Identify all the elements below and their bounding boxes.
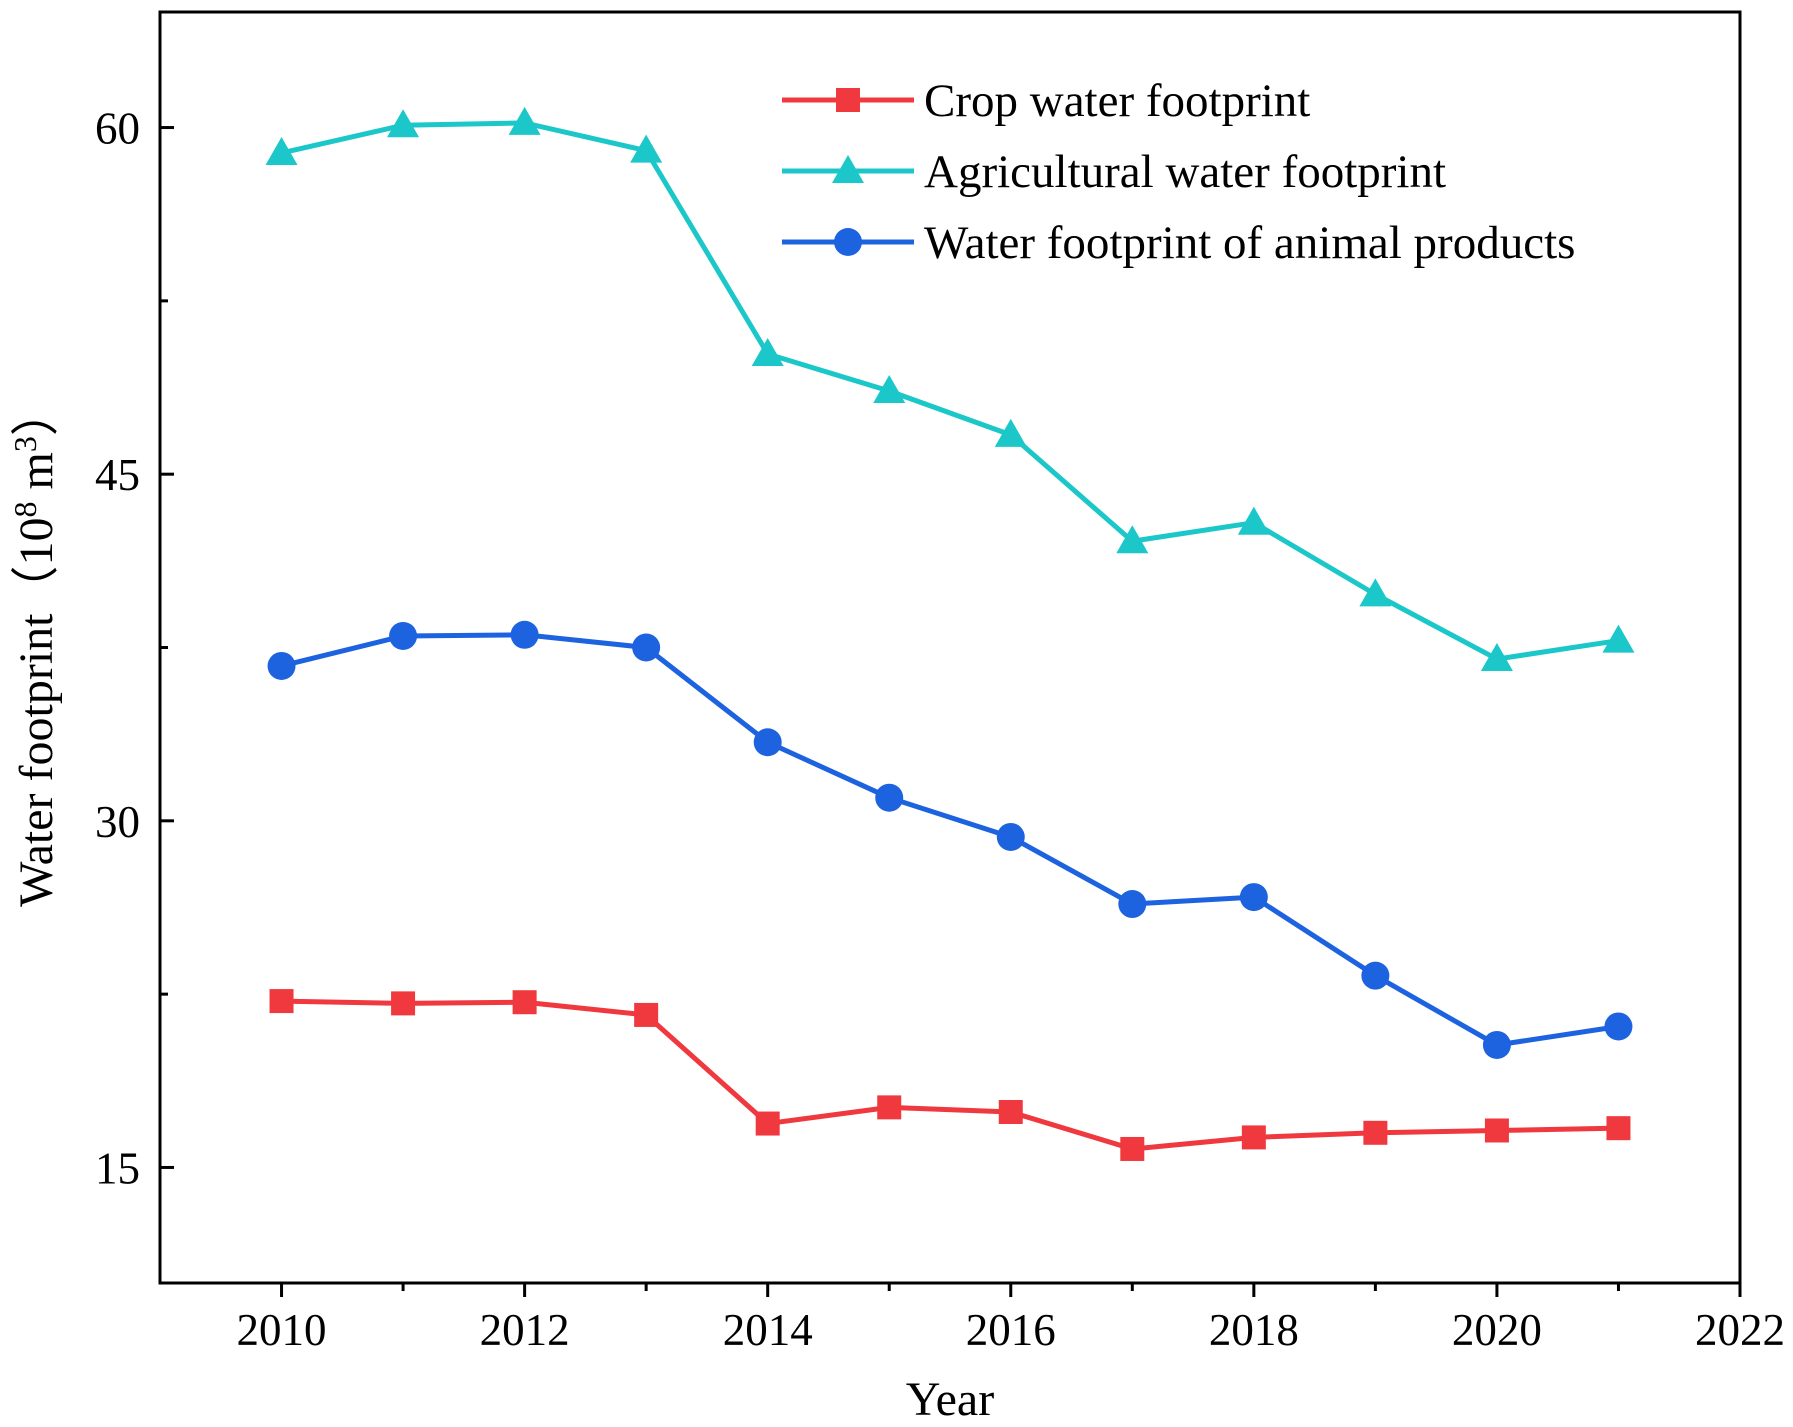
y-axis-title: Water footprint（108 m3） (7, 388, 63, 907)
y-tick-label: 60 (95, 104, 140, 154)
animal-products-point (753, 728, 782, 757)
x-tick-label: 2020 (1452, 1305, 1542, 1355)
animal-products-point (996, 822, 1025, 851)
crop-point (755, 1111, 780, 1136)
crop-point (1120, 1136, 1145, 1161)
legend-label-animal-products: Water footprint of animal products (924, 217, 1575, 269)
agricultural-point (1359, 578, 1392, 607)
x-tick-label: 2012 (480, 1305, 570, 1355)
legend-marker-animal-products (834, 228, 862, 256)
crop-series-line (281, 998, 1619, 1152)
agricultural-point (1480, 643, 1513, 672)
animal-products-point (1118, 890, 1147, 919)
crop-point (1484, 1118, 1509, 1143)
agricultural-point (873, 374, 906, 403)
x-tick-label: 2016 (966, 1305, 1056, 1355)
crop-point (1241, 1125, 1266, 1150)
crop-point (634, 1002, 659, 1027)
agricultural-point (751, 338, 784, 367)
animal-products-point (1604, 1012, 1633, 1041)
animal-products-point (1361, 961, 1390, 990)
animal-products-point (267, 651, 296, 680)
animal-products-point (875, 783, 904, 812)
crop-point (391, 991, 416, 1016)
animal-products-point (1482, 1030, 1511, 1059)
animal-products-point (1239, 883, 1268, 912)
animal-products-point (510, 620, 539, 649)
agricultural-point (508, 106, 541, 135)
x-tick-label: 2018 (1209, 1305, 1299, 1355)
x-tick-label: 2022 (1695, 1305, 1785, 1355)
crop-point (877, 1095, 902, 1120)
animal-products-series-line (280, 632, 1619, 1048)
legend-marker-agricultural (832, 155, 864, 183)
agricultural-point (387, 109, 420, 138)
x-tick-label: 2010 (237, 1305, 327, 1355)
y-tick-label: 15 (95, 1143, 140, 1193)
crop-point (1606, 1116, 1631, 1141)
agricultural-point (1602, 624, 1635, 653)
agricultural-point (630, 134, 663, 163)
agricultural-point (1237, 506, 1270, 535)
agricultural-point (994, 418, 1027, 447)
x-axis-title: Year (906, 1373, 994, 1426)
legend-marker-crop (836, 88, 860, 112)
x-tick-label: 2014 (723, 1305, 813, 1355)
legend-label-agricultural: Agricultural water footprint (924, 146, 1446, 198)
y-tick-label: 30 (95, 797, 140, 847)
crop-point (512, 990, 537, 1015)
agricultural-point (265, 136, 298, 165)
agricultural-series-line (280, 120, 1619, 662)
animal-products-point (632, 633, 661, 662)
legend-label-crop: Crop water footprint (924, 75, 1310, 127)
animal-products-point (389, 621, 418, 650)
crop-point (269, 989, 294, 1014)
y-tick-label: 45 (95, 450, 140, 500)
crop-point (998, 1099, 1023, 1124)
agricultural-point (1116, 525, 1149, 554)
crop-point (1363, 1120, 1388, 1145)
